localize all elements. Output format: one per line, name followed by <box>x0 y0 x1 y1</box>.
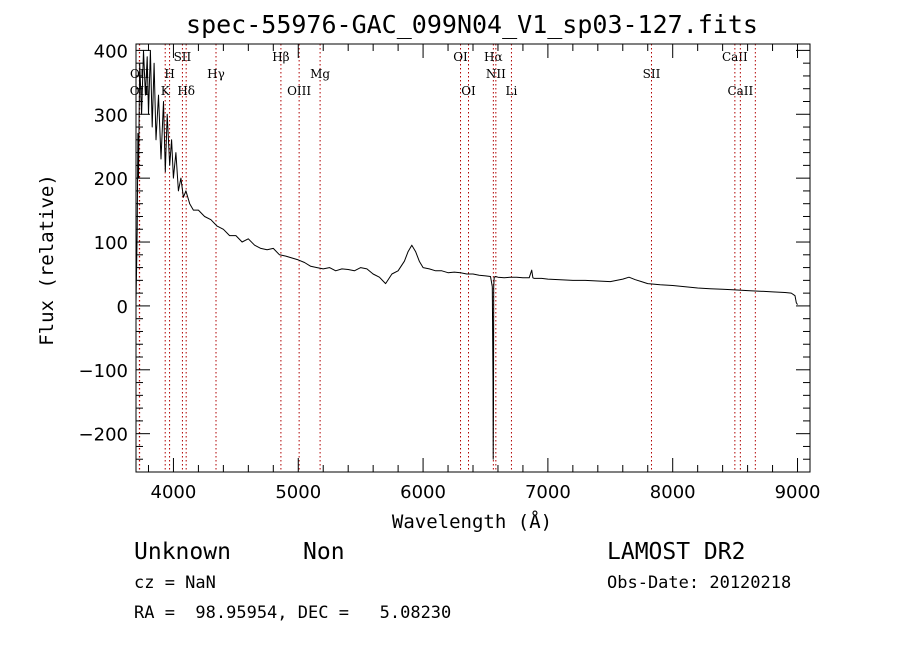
y-tick-label: −200 <box>79 425 128 446</box>
x-tick-label: 7000 <box>525 482 571 503</box>
y-tick-label: −100 <box>79 361 128 382</box>
x-tick-label: 4000 <box>151 482 197 503</box>
x-tick-label: 6000 <box>400 482 446 503</box>
line-marker-label: K <box>161 84 171 98</box>
line-marker-label: NII <box>486 67 506 81</box>
y-tick-label: 300 <box>94 105 128 126</box>
line-marker-label: CaII <box>722 50 748 64</box>
x-tick-label: 8000 <box>650 482 696 503</box>
line-marker-label: Hδ <box>177 84 195 98</box>
y-tick-label: 100 <box>94 233 128 254</box>
x-tick-label: 5000 <box>275 482 321 503</box>
line-marker-label: Hβ <box>272 50 289 64</box>
line-marker-label: SII <box>643 67 661 81</box>
x-axis-label: Wavelength (Å) <box>392 510 552 533</box>
plot-frame <box>135 43 811 473</box>
line-marker-label: Hα <box>484 50 503 64</box>
line-marker-label: CaII <box>727 84 753 98</box>
series-layer <box>135 49 798 460</box>
survey-name: LAMOST DR2 <box>607 539 746 565</box>
line-marker-label: Li <box>506 84 518 98</box>
line-marker-label: OI <box>461 84 476 98</box>
redshift-cz: cz = NaN <box>134 573 216 593</box>
line-marker-label: Hγ <box>207 67 225 81</box>
line-marker-label: Mg <box>310 67 330 81</box>
line-marker-label: OIII <box>287 84 311 98</box>
y-tick-label: 400 <box>94 41 128 62</box>
object-subclass: Non <box>303 539 345 565</box>
chart-title: spec-55976-GAC_099N04_V1_sp03-127.fits <box>186 10 758 39</box>
x-tick-label: 9000 <box>775 482 821 503</box>
y-axis-label: Flux (relative) <box>36 174 58 346</box>
observation-date: Obs-Date: 20120218 <box>607 573 792 593</box>
object-class: Unknown <box>134 539 231 565</box>
spectrum-line-0 <box>135 49 798 460</box>
y-tick-label: 0 <box>117 297 128 318</box>
y-tick-label: 200 <box>94 169 128 190</box>
line-marker-label: OI <box>453 50 468 64</box>
line-marker-label: H <box>164 67 174 81</box>
line-markers: OIIOIIKHSIIHδHγHβOIIIMgOIOIHαNIILiSIICaI… <box>130 44 756 472</box>
line-marker-label: SII <box>174 50 192 64</box>
coordinates: RA = 98.95954, DEC = 5.08230 <box>134 603 452 623</box>
axes: 4000 5000 6000 7000 8000 9000 400 300 200 100 0 −10… <box>79 41 821 503</box>
